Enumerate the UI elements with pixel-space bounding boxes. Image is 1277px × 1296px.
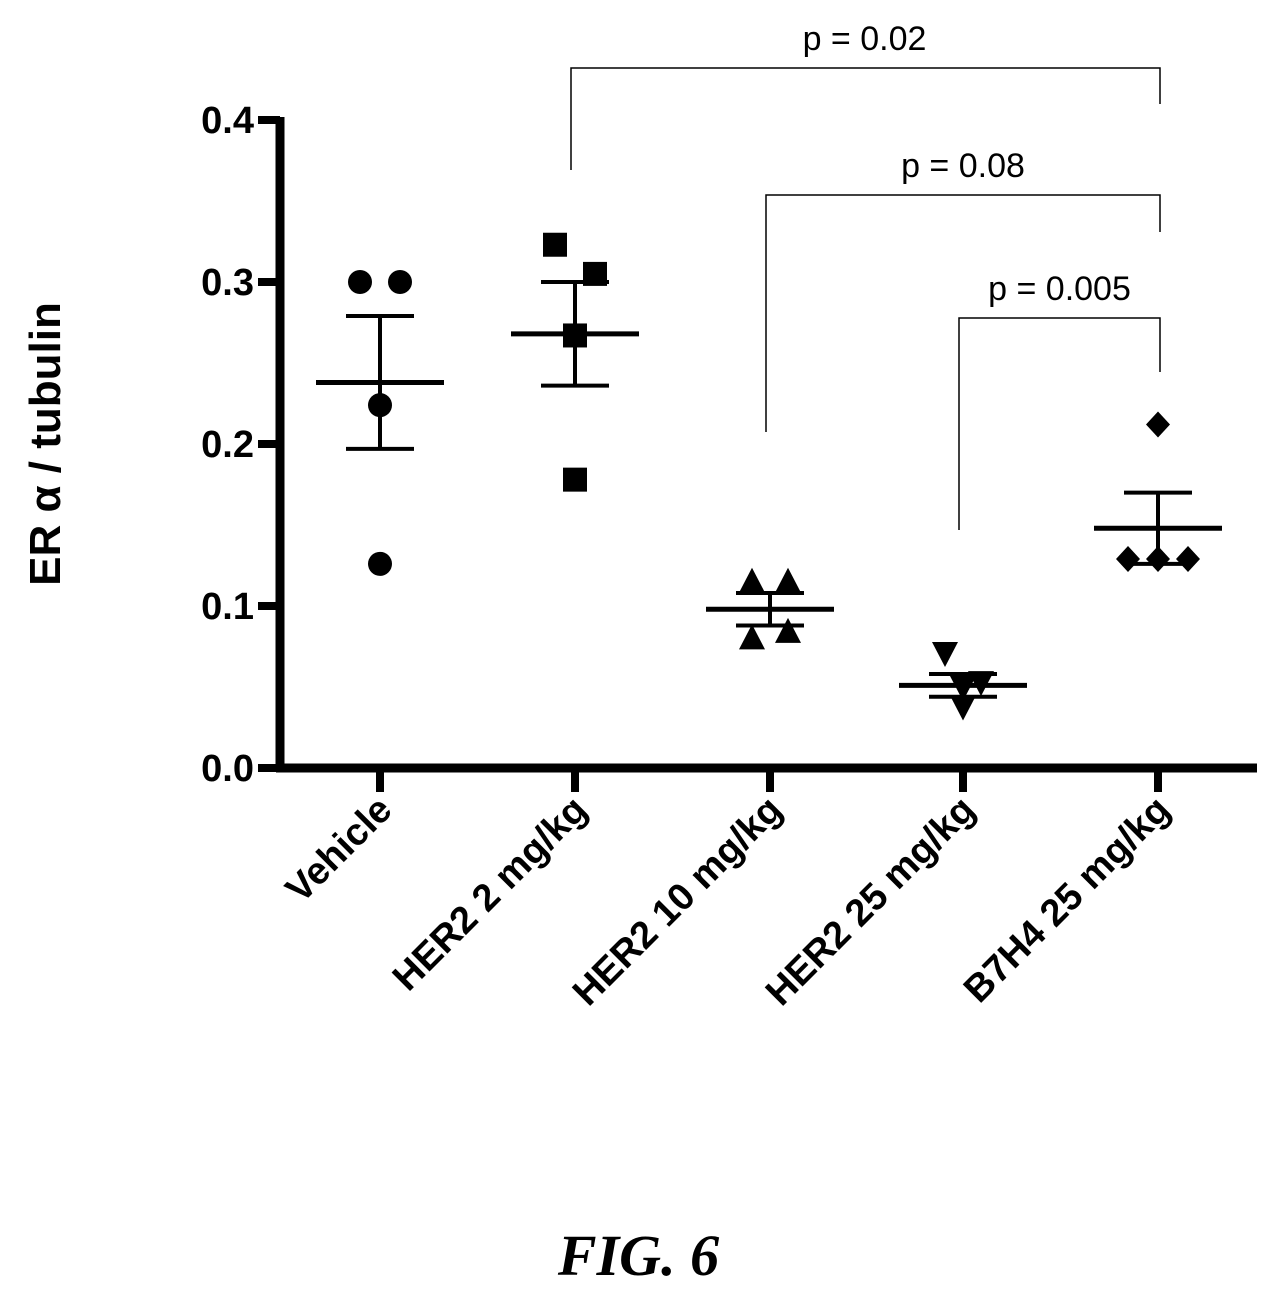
data-point bbox=[932, 641, 958, 667]
data-point bbox=[1146, 411, 1170, 438]
x-tick-label: HER2 10 mg/kg bbox=[565, 789, 790, 1014]
data-point bbox=[775, 617, 801, 643]
x-tick-label: HER2 2 mg/kg bbox=[385, 789, 595, 999]
data-point bbox=[1116, 546, 1140, 573]
data-point bbox=[368, 551, 392, 576]
data-point bbox=[563, 467, 587, 492]
y-tick-label: 0.2 bbox=[201, 424, 254, 466]
data-point bbox=[739, 567, 765, 593]
p-value-label: p = 0.02 bbox=[803, 20, 927, 58]
y-tick-label: 0.3 bbox=[201, 262, 254, 304]
data-point bbox=[739, 624, 765, 650]
x-tick-label: Vehicle bbox=[278, 789, 400, 911]
significance-bracket bbox=[765, 194, 1161, 432]
p-value-label: p = 0.08 bbox=[901, 147, 1025, 185]
p-value-label: p = 0.005 bbox=[988, 270, 1131, 308]
data-point bbox=[348, 270, 372, 294]
data-point bbox=[388, 270, 412, 294]
y-tick-label: 0.0 bbox=[201, 748, 254, 790]
data-point bbox=[543, 232, 567, 257]
y-axis-title: ER α / tubulin bbox=[21, 302, 70, 586]
y-tick-label: 0.1 bbox=[201, 586, 254, 628]
significance-bracket bbox=[958, 317, 1161, 530]
x-tick-label: HER2 25 mg/kg bbox=[758, 789, 983, 1014]
data-point bbox=[950, 695, 976, 721]
significance-bracket bbox=[570, 67, 1161, 170]
data-point bbox=[775, 567, 801, 593]
x-tick-label: B7H4 25 mg/kg bbox=[956, 789, 1178, 1011]
figure-caption: FIG. 6 bbox=[557, 1223, 720, 1288]
y-tick-label: 0.4 bbox=[201, 100, 254, 142]
data-point bbox=[1176, 546, 1200, 573]
